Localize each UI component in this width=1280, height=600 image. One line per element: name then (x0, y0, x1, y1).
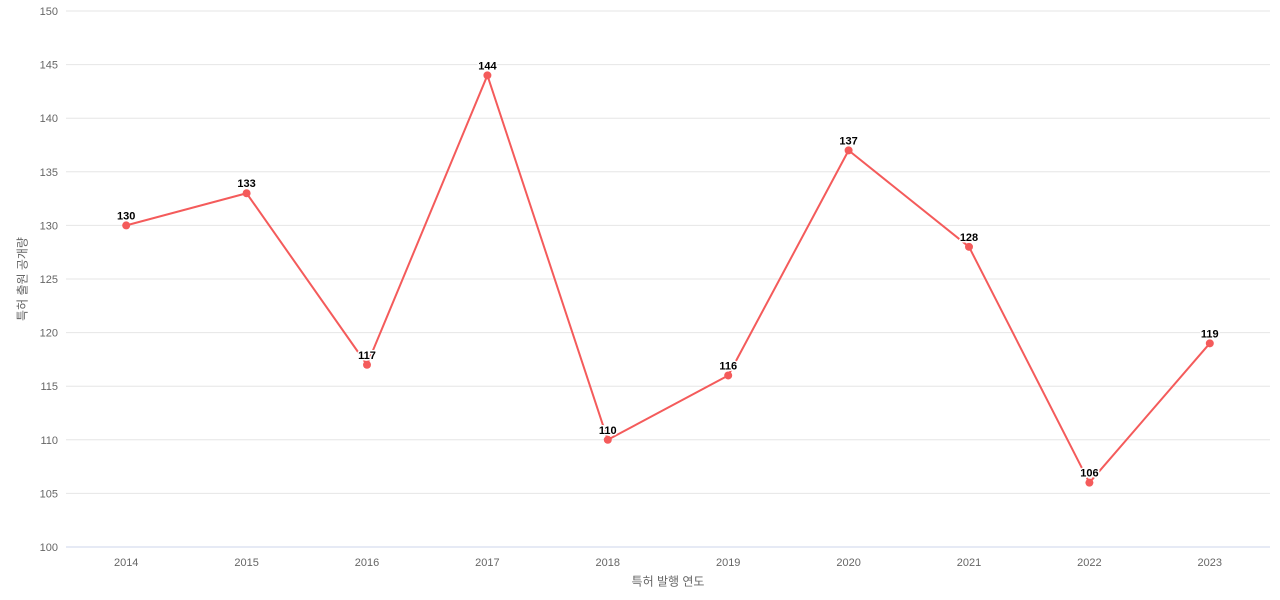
data-label: 119 (1201, 328, 1219, 340)
y-tick-label: 145 (40, 60, 58, 72)
data-point[interactable] (363, 360, 371, 369)
y-tick-label: 150 (40, 6, 58, 18)
y-tick-label: 100 (40, 542, 58, 554)
data-label: 128 (960, 232, 978, 244)
data-point[interactable] (724, 371, 733, 380)
data-point[interactable] (483, 71, 492, 80)
x-tick-label: 2016 (355, 557, 379, 569)
y-tick-label: 120 (40, 328, 58, 340)
series-line (125, 74, 1211, 484)
x-tick-label: 2023 (1198, 557, 1222, 569)
x-tick-label: 2022 (1077, 557, 1101, 569)
data-label: 110 (599, 425, 617, 437)
x-tick-label: 2017 (475, 557, 499, 569)
data-point[interactable] (242, 189, 251, 198)
data-label: 106 (1080, 468, 1098, 480)
x-tick-label: 2014 (114, 557, 138, 569)
data-point[interactable] (844, 146, 853, 155)
y-tick-label: 115 (40, 381, 58, 393)
y-tick-label: 125 (40, 274, 58, 286)
data-point[interactable] (603, 435, 612, 444)
x-tick-label: 2019 (716, 557, 740, 569)
y-tick-label: 110 (40, 435, 58, 447)
data-point[interactable] (1205, 339, 1214, 348)
y-tick-label: 105 (40, 488, 58, 500)
data-label: 117 (358, 350, 376, 362)
data-label: 116 (719, 360, 737, 372)
x-tick-label: 2018 (596, 557, 620, 569)
data-point[interactable] (122, 221, 131, 230)
data-point[interactable] (965, 242, 973, 251)
data-point[interactable] (1085, 478, 1094, 487)
x-tick-label: 2020 (836, 557, 860, 569)
data-label: 130 (117, 210, 135, 222)
x-tick-label: 2015 (234, 557, 258, 569)
y-tick-label: 135 (40, 167, 58, 179)
data-label: 133 (237, 178, 255, 190)
y-tick-label: 140 (40, 113, 58, 125)
x-tick-label: 2021 (957, 557, 981, 569)
data-label: 137 (839, 135, 857, 147)
y-tick-label: 130 (40, 220, 58, 232)
data-label: 144 (478, 60, 497, 72)
